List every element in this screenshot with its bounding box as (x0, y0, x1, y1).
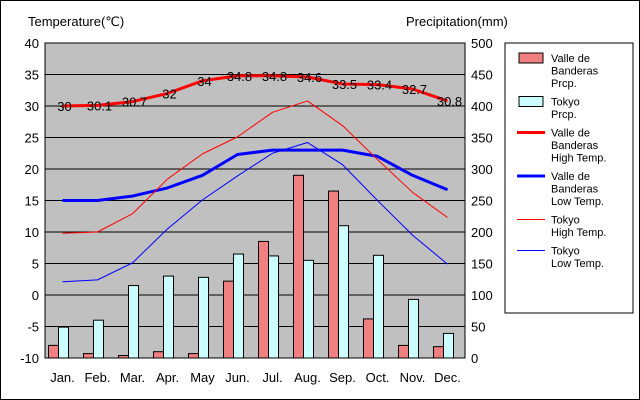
right-tick-label: 150 (471, 257, 493, 272)
valle-prcp-bar (48, 344, 59, 359)
legend-label: Valle de (551, 53, 590, 65)
tokyo-prcp-bar (233, 253, 244, 359)
tokyo-prcp-bar (338, 225, 349, 359)
valle-high-temp-value: 34 (197, 74, 211, 89)
x-tick-label: Dec. (434, 370, 461, 385)
valle-prcp-bar (83, 353, 94, 359)
left-tick-label: 5 (32, 257, 39, 272)
left-tick-label: 10 (25, 225, 39, 240)
left-tick-label: 30 (25, 99, 39, 114)
legend-box (504, 42, 634, 314)
legend-label: Tokyo (551, 97, 580, 109)
valle-prcp-bar (153, 351, 164, 359)
x-tick-label: Feb. (84, 370, 110, 385)
legend-label: Valle de (551, 171, 590, 183)
legend-label: Low Temp. (551, 196, 604, 208)
legend-label: Banderas (551, 140, 599, 152)
valle-high-temp-value: 34.8 (262, 69, 287, 84)
valle-high-temp-value: 32 (162, 86, 176, 101)
valle-high-temp-value: 30.8 (437, 94, 462, 109)
right-tick-label: 300 (471, 162, 493, 177)
legend-label: Banderas (551, 66, 599, 78)
left-tick-label: 40 (25, 36, 39, 51)
legend-label: Prcp. (551, 109, 577, 121)
legend-swatch (518, 52, 544, 64)
x-tick-label: Apr. (156, 370, 179, 385)
valle-high-temp-value: 34.6 (297, 70, 322, 85)
x-tick-label: Aug. (294, 370, 321, 385)
valle-low-temp-line (62, 148, 449, 202)
plot-border (44, 42, 466, 359)
tokyo-low-temp-line (62, 142, 448, 283)
tokyo-prcp-bar (198, 276, 209, 359)
tokyo-prcp-bar (408, 298, 419, 359)
left-tick-label: 20 (25, 162, 39, 177)
tokyo-prcp-bar (163, 275, 174, 359)
right-tick-label: 350 (471, 131, 493, 146)
legend-label: Banderas (551, 184, 599, 196)
valle-prcp-bar (363, 318, 374, 359)
tokyo-prcp-bar (128, 285, 139, 359)
right-axis-label: Precipitation(mm) (406, 14, 508, 29)
valle-prcp-bar (293, 174, 304, 359)
valle-prcp-bar (328, 190, 339, 359)
left-tick-label: 15 (25, 194, 39, 209)
tokyo-prcp-bar (58, 326, 69, 359)
tokyo-prcp-bar (303, 259, 314, 359)
valle-high-temp-value: 33.4 (367, 78, 392, 93)
x-tick-label: May (190, 370, 215, 385)
right-tick-label: 500 (471, 36, 493, 51)
right-tick-label: 200 (471, 225, 493, 240)
valle-prcp-bar (433, 346, 444, 359)
right-tick-label: 100 (471, 288, 493, 303)
legend-label: Tokyo (551, 246, 580, 258)
legend-label: High Temp. (551, 227, 606, 239)
x-tick-label: Jan. (50, 370, 75, 385)
valle-prcp-bar (223, 280, 234, 359)
right-tick-label: 250 (471, 194, 493, 209)
legend-label: High Temp. (551, 153, 606, 165)
tokyo-prcp-bar (443, 332, 454, 359)
valle-prcp-bar (188, 353, 199, 359)
right-tick-label: 450 (471, 68, 493, 83)
left-tick-label: -5 (27, 320, 39, 335)
valle-high-temp-value: 34.8 (227, 69, 252, 84)
tokyo-prcp-bar (93, 319, 104, 359)
right-tick-label: 50 (471, 320, 485, 335)
left-tick-label: -10 (20, 351, 39, 366)
tokyo-high-temp-line (62, 100, 448, 234)
x-tick-label: Mar. (120, 370, 145, 385)
left-tick-label: 25 (25, 131, 39, 146)
left-axis-label: Temperature(℃) (28, 14, 124, 29)
tokyo-prcp-bar (268, 255, 279, 359)
left-tick-label: 0 (32, 288, 39, 303)
legend-label: Prcp. (551, 78, 577, 90)
legend-label: Valle de (551, 128, 590, 140)
valle-high-temp-value: 30.1 (87, 98, 112, 113)
x-tick-label: Sep. (329, 370, 356, 385)
right-tick-label: 0 (471, 351, 478, 366)
x-tick-label: Nov. (400, 370, 426, 385)
legend-label: Tokyo (551, 215, 580, 227)
valle-high-temp-value: 32.7 (402, 82, 427, 97)
valle-high-temp-value: 30.7 (122, 95, 147, 110)
valle-prcp-bar (398, 344, 409, 359)
legend-swatch (518, 96, 544, 107)
right-tick-label: 400 (471, 99, 493, 114)
valle-prcp-bar (258, 240, 269, 359)
x-tick-label: Jul. (262, 370, 282, 385)
valle-high-temp-value: 30 (57, 99, 71, 114)
x-tick-label: Oct. (366, 370, 390, 385)
valle-high-temp-line (62, 74, 448, 108)
x-tick-label: Jun. (225, 370, 250, 385)
left-tick-label: 35 (25, 68, 39, 83)
legend-label: Low Temp. (551, 258, 604, 270)
valle-high-temp-value: 33.5 (332, 77, 357, 92)
tokyo-prcp-bar (373, 254, 384, 359)
